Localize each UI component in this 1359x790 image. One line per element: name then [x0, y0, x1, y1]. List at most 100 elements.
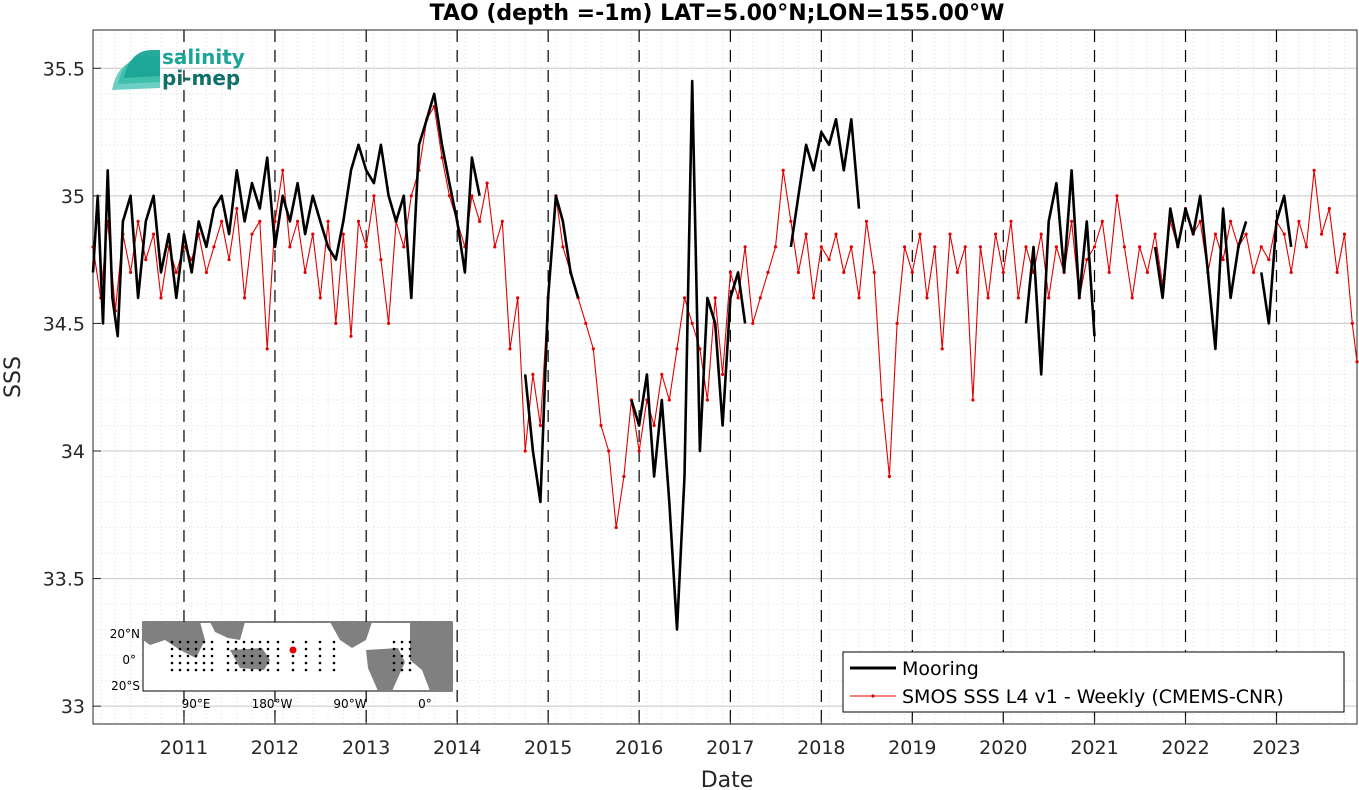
y-tick-label: 35 — [61, 186, 85, 208]
mooring-dot — [186, 647, 190, 651]
year-boundary-lines — [183, 30, 1278, 724]
mooring-dot — [291, 640, 295, 644]
data-point — [1016, 296, 1020, 300]
mooring-dot — [210, 654, 214, 658]
data-point — [910, 270, 914, 274]
data-point — [1335, 270, 1339, 274]
data-point — [721, 372, 725, 376]
mooring-dot — [234, 661, 238, 665]
mooring-dot — [332, 640, 336, 644]
mooring-dot — [234, 640, 238, 644]
mooring-dot — [304, 668, 308, 672]
data-point — [812, 296, 816, 300]
series-line-segment — [630, 79, 747, 631]
data-point — [849, 245, 853, 249]
mooring-dot — [194, 668, 198, 672]
map-lon-label-90w: 90°W — [333, 697, 366, 711]
mooring-dot — [291, 668, 295, 672]
mooring-dot — [202, 668, 206, 672]
data-point — [599, 423, 603, 428]
data-point — [1001, 270, 1005, 274]
mooring-dot — [266, 654, 270, 658]
data-point — [652, 423, 656, 428]
data-point — [326, 219, 330, 223]
mooring-dot — [266, 668, 270, 672]
mooring-dot — [202, 661, 206, 665]
y-axis-label: SSS — [1, 356, 26, 398]
x-tick-label: 2020 — [979, 737, 1027, 759]
data-point — [933, 245, 937, 249]
y-tick-label: 33 — [61, 696, 85, 718]
mooring-dot — [226, 647, 230, 651]
mooring-dot — [194, 640, 198, 644]
data-point — [591, 347, 595, 351]
map-lon-label-90e: 90°E — [182, 697, 211, 711]
mooring-dot — [276, 661, 280, 665]
data-point — [667, 398, 671, 402]
data-point — [660, 372, 664, 376]
data-point — [842, 270, 846, 274]
data-point — [204, 270, 208, 274]
legend-label-smos: SMOS SSS L4 v1 - Weekly (CMEMS-CNR) — [902, 686, 1284, 708]
data-point — [819, 245, 823, 249]
data-point — [690, 321, 694, 325]
land-shapes — [143, 622, 452, 691]
data-point — [736, 296, 740, 300]
data-point — [288, 245, 292, 249]
mooring-dot — [276, 647, 280, 651]
data-point — [387, 321, 391, 325]
data-point — [1130, 296, 1134, 300]
data-point — [493, 245, 497, 249]
x-tick-label: 2011 — [160, 737, 208, 759]
data-point — [273, 219, 277, 223]
x-tick-label: 2012 — [251, 737, 299, 759]
x-axis-label: Date — [701, 768, 754, 790]
wave-logo-icon — [112, 50, 160, 90]
data-point — [341, 232, 345, 236]
data-point — [781, 168, 785, 172]
data-point — [1350, 321, 1354, 325]
data-point — [1024, 245, 1028, 249]
mooring-dot — [276, 654, 280, 658]
mooring-dot — [234, 654, 238, 658]
data-point — [523, 449, 527, 453]
mooring-dot — [242, 668, 246, 672]
data-point — [766, 270, 770, 274]
data-point — [637, 449, 641, 453]
data-point — [220, 219, 224, 223]
data-point — [751, 321, 755, 325]
mooring-dot — [392, 654, 396, 658]
mooring-dot — [258, 640, 262, 644]
series-line-segment — [1260, 194, 1293, 325]
data-point — [1085, 258, 1089, 262]
data-point — [1320, 232, 1324, 236]
data-point — [948, 232, 952, 236]
x-tick-label: 2016 — [615, 737, 663, 759]
data-point — [1259, 245, 1263, 249]
series-line-segment — [1153, 194, 1248, 351]
data-point — [364, 245, 368, 249]
mooring-dot — [194, 654, 198, 658]
data-point — [994, 232, 998, 236]
mooring-dot — [194, 647, 198, 651]
mooring-dot — [170, 640, 174, 644]
mooring-dot — [318, 668, 322, 672]
mooring-dot — [291, 661, 295, 665]
data-point — [903, 245, 907, 249]
data-point — [356, 219, 361, 223]
data-point — [1153, 232, 1157, 236]
data-point — [1122, 245, 1126, 249]
data-point — [281, 168, 285, 172]
data-point — [318, 296, 322, 300]
mooring-dot — [400, 640, 404, 644]
data-point — [1115, 194, 1119, 198]
data-point — [978, 245, 983, 249]
data-point — [402, 245, 406, 249]
data-point — [372, 194, 376, 198]
mooring-dot — [266, 640, 270, 644]
mooring-dot — [332, 668, 336, 672]
series-line-segment — [1024, 169, 1096, 376]
mooring-dot — [291, 654, 295, 658]
